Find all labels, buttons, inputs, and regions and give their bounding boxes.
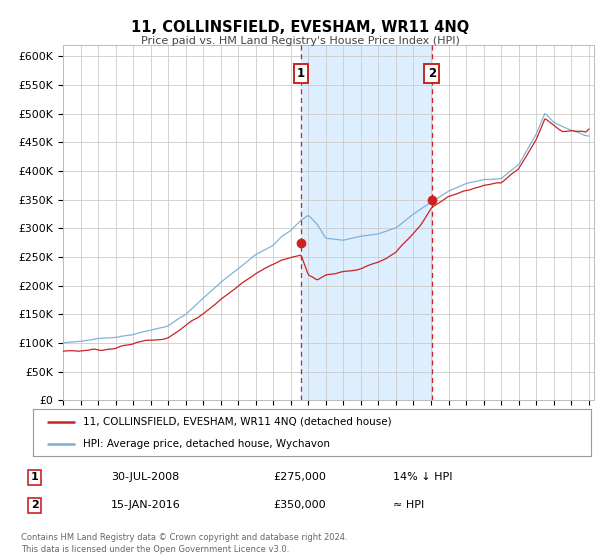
Text: ≈ HPI: ≈ HPI [393, 500, 424, 510]
Text: 1: 1 [297, 67, 305, 80]
Text: 11, COLLINSFIELD, EVESHAM, WR11 4NQ (detached house): 11, COLLINSFIELD, EVESHAM, WR11 4NQ (det… [83, 417, 392, 427]
Text: 2: 2 [31, 500, 38, 510]
Text: Price paid vs. HM Land Registry's House Price Index (HPI): Price paid vs. HM Land Registry's House … [140, 36, 460, 46]
Text: 14% ↓ HPI: 14% ↓ HPI [393, 472, 452, 482]
Text: 15-JAN-2016: 15-JAN-2016 [111, 500, 181, 510]
Text: £350,000: £350,000 [273, 500, 326, 510]
Text: This data is licensed under the Open Government Licence v3.0.: This data is licensed under the Open Gov… [21, 545, 289, 554]
Text: 11, COLLINSFIELD, EVESHAM, WR11 4NQ: 11, COLLINSFIELD, EVESHAM, WR11 4NQ [131, 20, 469, 35]
Text: HPI: Average price, detached house, Wychavon: HPI: Average price, detached house, Wych… [83, 438, 330, 449]
Bar [301, 45, 432, 400]
Text: £275,000: £275,000 [273, 472, 326, 482]
Text: 1: 1 [31, 472, 38, 482]
Text: Contains HM Land Registry data © Crown copyright and database right 2024.: Contains HM Land Registry data © Crown c… [21, 533, 347, 542]
Text: 2: 2 [428, 67, 436, 80]
Text: 30-JUL-2008: 30-JUL-2008 [111, 472, 179, 482]
